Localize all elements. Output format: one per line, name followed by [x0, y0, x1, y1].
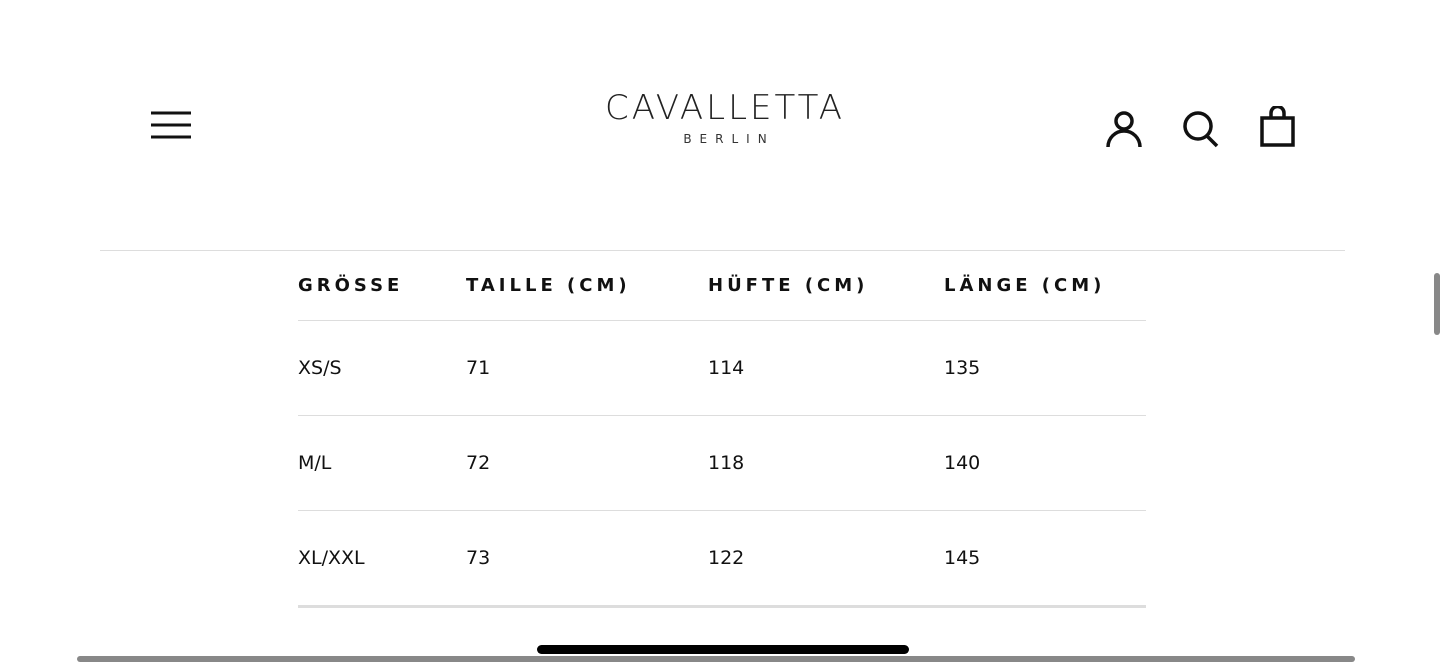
menu-button[interactable] — [150, 110, 192, 142]
col-header-size: GRÖSSE — [298, 275, 404, 296]
cell-waist: 72 — [466, 415, 708, 511]
vertical-scrollbar[interactable] — [1434, 273, 1440, 335]
cell-length: 145 — [944, 510, 1146, 608]
menu-icon — [151, 111, 191, 139]
cell-size: M/L — [298, 415, 466, 511]
cell-hip: 122 — [708, 510, 944, 608]
account-icon — [1106, 111, 1142, 148]
search-button[interactable] — [1182, 106, 1222, 148]
table-row: XS/S 71 114 135 — [298, 320, 1146, 416]
cart-button[interactable] — [1259, 104, 1299, 148]
col-header-hip: HÜFTE (CM) — [708, 275, 869, 296]
header-divider — [100, 250, 1345, 251]
account-button[interactable] — [1105, 106, 1145, 148]
cart-icon — [1260, 104, 1295, 147]
cell-size: XL/XXL — [298, 510, 466, 608]
cell-hip: 118 — [708, 415, 944, 511]
logo-name: CAVALLETTA — [604, 88, 846, 128]
horizontal-scrollbar[interactable] — [77, 656, 1355, 662]
cell-length: 135 — [944, 320, 1146, 416]
col-header-waist: TAILLE (CM) — [466, 275, 631, 296]
cell-length: 140 — [944, 415, 1146, 511]
table-row: M/L 72 118 140 — [298, 415, 1146, 511]
table-row: XL/XXL 73 122 145 — [298, 510, 1146, 608]
cell-waist: 73 — [466, 510, 708, 608]
cell-waist: 71 — [466, 320, 708, 416]
logo[interactable]: CAVALLETTA BERLIN — [594, 88, 856, 146]
table-header-row: GRÖSSE TAILLE (CM) HÜFTE (CM) LÄNGE (CM) — [298, 251, 1146, 321]
cell-hip: 114 — [708, 320, 944, 416]
logo-tagline: BERLIN — [683, 132, 775, 146]
col-header-length: LÄNGE (CM) — [944, 275, 1106, 296]
search-icon — [1183, 111, 1219, 148]
home-indicator[interactable] — [537, 645, 909, 654]
size-table: GRÖSSE TAILLE (CM) HÜFTE (CM) LÄNGE (CM)… — [298, 251, 1146, 608]
cell-size: XS/S — [298, 320, 466, 416]
